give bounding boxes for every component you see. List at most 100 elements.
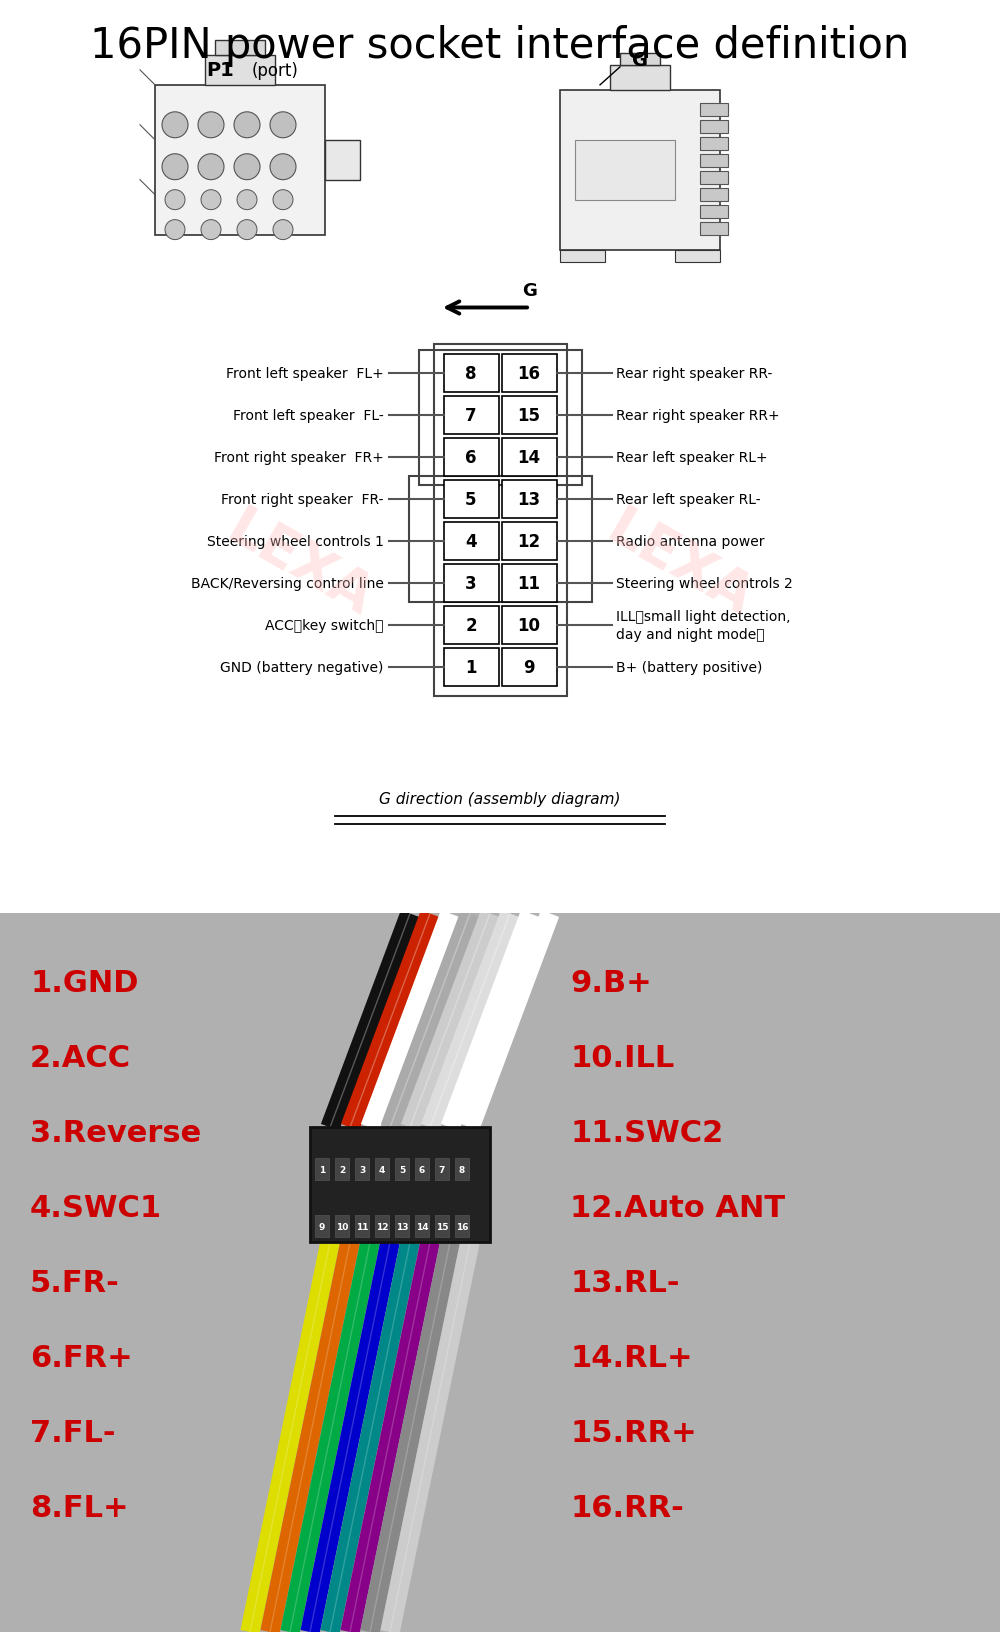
Bar [610, 65, 670, 91]
Text: 15.RR+: 15.RR+ [570, 1418, 697, 1446]
Text: 5: 5 [399, 1165, 405, 1173]
Text: 3.Reverse: 3.Reverse [30, 1118, 201, 1147]
Bar [444, 356, 498, 393]
Bar [435, 1216, 449, 1237]
Bar [700, 222, 728, 235]
Bar [700, 121, 728, 134]
Text: Rear right speaker RR-: Rear right speaker RR- [616, 367, 773, 382]
Text: B+ (battery positive): B+ (battery positive) [616, 661, 763, 674]
Text: 11.SWC2: 11.SWC2 [570, 1118, 723, 1147]
Bar [700, 206, 728, 219]
Text: G: G [632, 51, 648, 70]
Text: Rear left speaker RL+: Rear left speaker RL+ [616, 450, 768, 465]
Circle shape [165, 191, 185, 211]
Text: BACK/Reversing control line: BACK/Reversing control line [191, 576, 384, 591]
Bar [444, 481, 498, 519]
Bar [335, 1159, 349, 1180]
Circle shape [237, 191, 257, 211]
Bar [395, 1159, 409, 1180]
Bar [502, 522, 556, 561]
Circle shape [201, 191, 221, 211]
Text: 2: 2 [339, 1165, 345, 1173]
Bar [444, 522, 498, 561]
Bar [502, 397, 556, 436]
Text: 7: 7 [465, 406, 477, 424]
Text: 11: 11 [356, 1222, 368, 1231]
Bar [444, 439, 498, 477]
Bar [215, 41, 265, 55]
Text: Rear left speaker RL-: Rear left speaker RL- [616, 493, 761, 508]
Text: 14: 14 [517, 449, 541, 467]
Bar [355, 1159, 369, 1180]
Text: 10.ILL: 10.ILL [570, 1043, 674, 1072]
Text: 6: 6 [419, 1165, 425, 1173]
Text: 13.RL-: 13.RL- [570, 1268, 680, 1297]
Circle shape [198, 155, 224, 181]
Bar [205, 55, 275, 86]
Bar [155, 86, 325, 235]
Text: 6: 6 [465, 449, 477, 467]
Circle shape [273, 220, 293, 240]
Bar [415, 1216, 429, 1237]
Circle shape [273, 191, 293, 211]
Text: 7.FL-: 7.FL- [30, 1418, 116, 1446]
Text: 16: 16 [456, 1222, 468, 1231]
Text: Steering wheel controls 2: Steering wheel controls 2 [616, 576, 793, 591]
Bar [560, 91, 720, 250]
Text: 8.FL+: 8.FL+ [30, 1493, 129, 1521]
Circle shape [198, 113, 224, 139]
Bar [575, 140, 675, 201]
Text: Front left speaker  FL+: Front left speaker FL+ [226, 367, 384, 382]
Bar [444, 607, 498, 645]
Bar [444, 648, 498, 687]
Bar [315, 1159, 329, 1180]
Circle shape [162, 113, 188, 139]
Circle shape [165, 220, 185, 240]
Text: ACC（key switch）: ACC（key switch） [265, 619, 384, 633]
Bar [502, 356, 556, 393]
Text: 12: 12 [517, 532, 541, 550]
Text: 5: 5 [465, 491, 477, 509]
Circle shape [162, 155, 188, 181]
Bar [355, 1216, 369, 1237]
Bar [700, 104, 728, 118]
Text: 14: 14 [416, 1222, 428, 1231]
Text: 4: 4 [465, 532, 477, 550]
Bar [502, 648, 556, 687]
Bar [310, 1128, 490, 1242]
Bar [502, 439, 556, 477]
Text: ILL（small light detection,
day and night mode）: ILL（small light detection, day and night… [616, 610, 791, 641]
Text: 8: 8 [459, 1165, 465, 1173]
Text: (port): (port) [252, 62, 298, 80]
Bar [502, 607, 556, 645]
Text: 1.GND: 1.GND [30, 968, 138, 997]
Text: 2: 2 [465, 617, 477, 635]
Bar [415, 1159, 429, 1180]
Circle shape [201, 220, 221, 240]
Bar [620, 54, 660, 65]
Circle shape [234, 155, 260, 181]
Bar [560, 250, 605, 263]
Circle shape [237, 220, 257, 240]
Text: 6.FR+: 6.FR+ [30, 1343, 133, 1373]
Circle shape [270, 113, 296, 139]
Bar [434, 346, 566, 697]
Text: 9.B+: 9.B+ [570, 968, 652, 997]
Bar [409, 477, 592, 602]
Text: 8: 8 [465, 366, 477, 384]
Text: 15: 15 [518, 406, 540, 424]
Text: 14.RL+: 14.RL+ [570, 1343, 693, 1373]
Text: P1: P1 [206, 62, 234, 80]
Text: 2.ACC: 2.ACC [30, 1043, 131, 1072]
Text: GND (battery negative): GND (battery negative) [220, 661, 384, 674]
Text: LEXA: LEXA [218, 501, 382, 628]
Bar [455, 1216, 469, 1237]
Text: Rear right speaker RR+: Rear right speaker RR+ [616, 410, 780, 423]
Bar [455, 1159, 469, 1180]
Text: 11: 11 [518, 574, 540, 592]
Text: 3: 3 [465, 574, 477, 592]
Text: 12: 12 [376, 1222, 388, 1231]
Text: Radio antenna power: Radio antenna power [616, 535, 765, 548]
Bar [675, 250, 720, 263]
Text: LEXA: LEXA [598, 501, 762, 628]
